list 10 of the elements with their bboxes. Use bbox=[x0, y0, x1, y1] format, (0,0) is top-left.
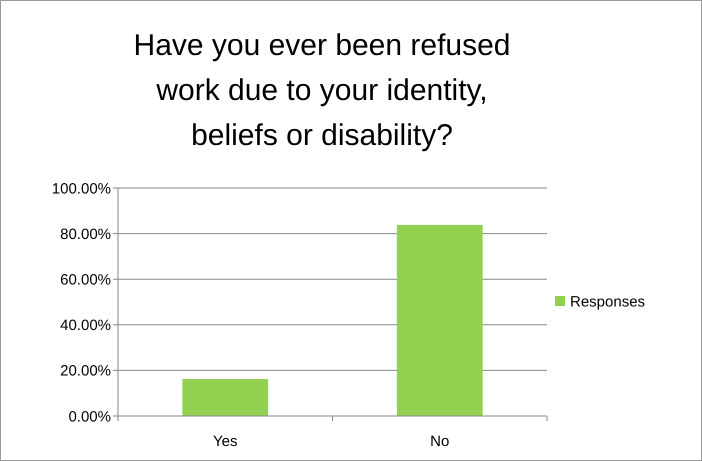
y-tick-label: 40.00% bbox=[60, 317, 111, 334]
chart-title: Have you ever been refused work due to your identity, beliefs or disability? bbox=[134, 29, 510, 152]
x-tick-label: Yes bbox=[213, 433, 238, 450]
x-tick-label: No bbox=[430, 433, 450, 450]
y-tick-label: 0.00% bbox=[68, 408, 111, 426]
y-tick-label: 60.00% bbox=[60, 271, 111, 288]
y-tick-label: 100.00% bbox=[52, 180, 111, 198]
legend-label: Responses bbox=[570, 293, 646, 310]
y-tick-label: 80.00% bbox=[60, 226, 111, 243]
y-tick-label: 20.00% bbox=[60, 362, 111, 380]
